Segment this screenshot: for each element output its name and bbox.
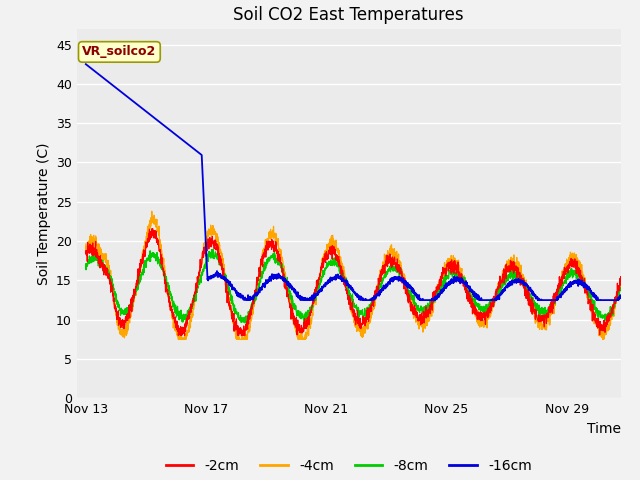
Text: VR_soilco2: VR_soilco2 xyxy=(82,46,157,59)
Legend: -2cm, -4cm, -8cm, -16cm: -2cm, -4cm, -8cm, -16cm xyxy=(160,454,538,479)
Title: Soil CO2 East Temperatures: Soil CO2 East Temperatures xyxy=(234,6,464,24)
Y-axis label: Soil Temperature (C): Soil Temperature (C) xyxy=(36,143,51,285)
X-axis label: Time: Time xyxy=(587,422,621,436)
